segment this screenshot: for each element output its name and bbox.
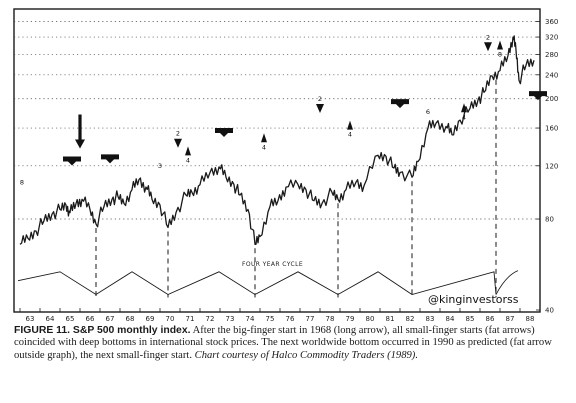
x-tick-label: 76 bbox=[286, 315, 295, 323]
down-arrow bbox=[174, 138, 182, 148]
fat-arrow bbox=[215, 128, 233, 138]
arrow-annotations: 2 2 2 4 4 4 4 8 6 3 8 bbox=[20, 33, 547, 187]
x-tick-label: 63 bbox=[26, 315, 35, 323]
arrow-label: 4 bbox=[462, 113, 466, 121]
x-tick-label: 82 bbox=[406, 315, 415, 323]
caption-fig-label: FIGURE 11. S&P 500 monthly index. bbox=[14, 325, 191, 336]
arrow-label: 2 bbox=[318, 95, 322, 103]
y-tick-label: 320 bbox=[545, 34, 558, 42]
y-axis-ticks: 360 320 280 240 200 160 120 80 40 bbox=[536, 18, 558, 315]
arrow-label: 2 bbox=[486, 33, 490, 41]
x-tick-label: 74 bbox=[246, 315, 255, 323]
arrow-label: 4 bbox=[262, 143, 266, 151]
x-tick-label: 84 bbox=[446, 315, 455, 323]
x-tick-label: 70 bbox=[166, 315, 175, 323]
x-tick-label: 75 bbox=[266, 315, 275, 323]
up-arrow bbox=[497, 40, 503, 50]
four-year-cycle-wave bbox=[17, 270, 519, 296]
x-tick-label: 64 bbox=[46, 315, 55, 323]
x-tick-label: 78 bbox=[326, 315, 335, 323]
y-tick-label: 80 bbox=[545, 216, 554, 224]
cycle-label: FOUR YEAR CYCLE bbox=[242, 261, 303, 268]
fat-arrow bbox=[529, 91, 547, 101]
arrow-label: 4 bbox=[348, 131, 352, 139]
x-tick-label: 66 bbox=[86, 315, 95, 323]
caption-credit: Chart courtesy of Halco Commodity Trader… bbox=[194, 349, 418, 361]
fat-arrow bbox=[63, 156, 81, 166]
x-tick-label: 81 bbox=[386, 315, 395, 323]
x-tick-label: 67 bbox=[106, 315, 115, 323]
fat-arrow bbox=[101, 154, 119, 164]
x-tick-label: 79 bbox=[346, 315, 355, 323]
up-arrow bbox=[261, 133, 267, 143]
x-tick-label: 80 bbox=[366, 315, 375, 323]
y-tick-label: 200 bbox=[545, 95, 558, 103]
long-arrow-shaft bbox=[78, 114, 82, 141]
x-tick-label: 85 bbox=[466, 315, 475, 323]
y-tick-label: 360 bbox=[545, 18, 558, 26]
cycle-wave-tail bbox=[495, 270, 519, 295]
annotation-label: 8 bbox=[20, 179, 24, 187]
x-axis-ticks: 63 64 65 66 67 68 69 70 71 72 73 74 75 76 77 78 79 80 81 82… bbox=[19, 308, 535, 323]
x-tick-label: 68 bbox=[126, 315, 135, 323]
figure-caption: FIGURE 11. S&P 500 monthly index. After … bbox=[14, 325, 569, 362]
x-tick-label: 65 bbox=[66, 315, 75, 323]
y-tick-label: 160 bbox=[545, 125, 558, 133]
caption-text: After the big-finger start in 1968 (long… bbox=[14, 325, 552, 361]
y-tick-label: 120 bbox=[545, 162, 558, 170]
cycle-bottom-markers bbox=[95, 79, 497, 298]
x-tick-label: 77 bbox=[306, 315, 315, 323]
watermark: @kinginvestorss bbox=[428, 293, 519, 306]
annotation-label: 6 bbox=[426, 108, 430, 116]
y-tick-label: 240 bbox=[545, 71, 558, 79]
long-arrow-head bbox=[75, 139, 85, 149]
x-tick-label: 86 bbox=[486, 315, 495, 323]
up-arrow bbox=[461, 103, 467, 113]
x-tick-label: 72 bbox=[206, 315, 215, 323]
up-arrow bbox=[347, 120, 353, 130]
x-tick-label: 88 bbox=[526, 315, 535, 323]
arrow-label: 4 bbox=[186, 156, 190, 164]
x-tick-label: 87 bbox=[506, 315, 515, 323]
y-tick-label: 280 bbox=[545, 51, 558, 59]
arrow-label: 2 bbox=[176, 130, 180, 138]
x-tick-label: 71 bbox=[186, 315, 195, 323]
arrow-label: 8 bbox=[498, 51, 502, 59]
x-tick-label: 73 bbox=[226, 315, 235, 323]
x-tick-label: 83 bbox=[426, 315, 435, 323]
fat-arrow bbox=[391, 99, 409, 109]
y-tick-label: 40 bbox=[545, 307, 554, 315]
x-tick-label: 69 bbox=[146, 315, 155, 323]
annotation-label: 3 bbox=[158, 162, 162, 170]
down-arrow bbox=[484, 42, 492, 52]
down-arrow bbox=[316, 103, 324, 113]
up-arrow bbox=[185, 146, 191, 156]
plot-frame bbox=[13, 8, 541, 313]
sp500-price-line bbox=[19, 35, 535, 245]
cycle-wave-line bbox=[17, 271, 497, 296]
